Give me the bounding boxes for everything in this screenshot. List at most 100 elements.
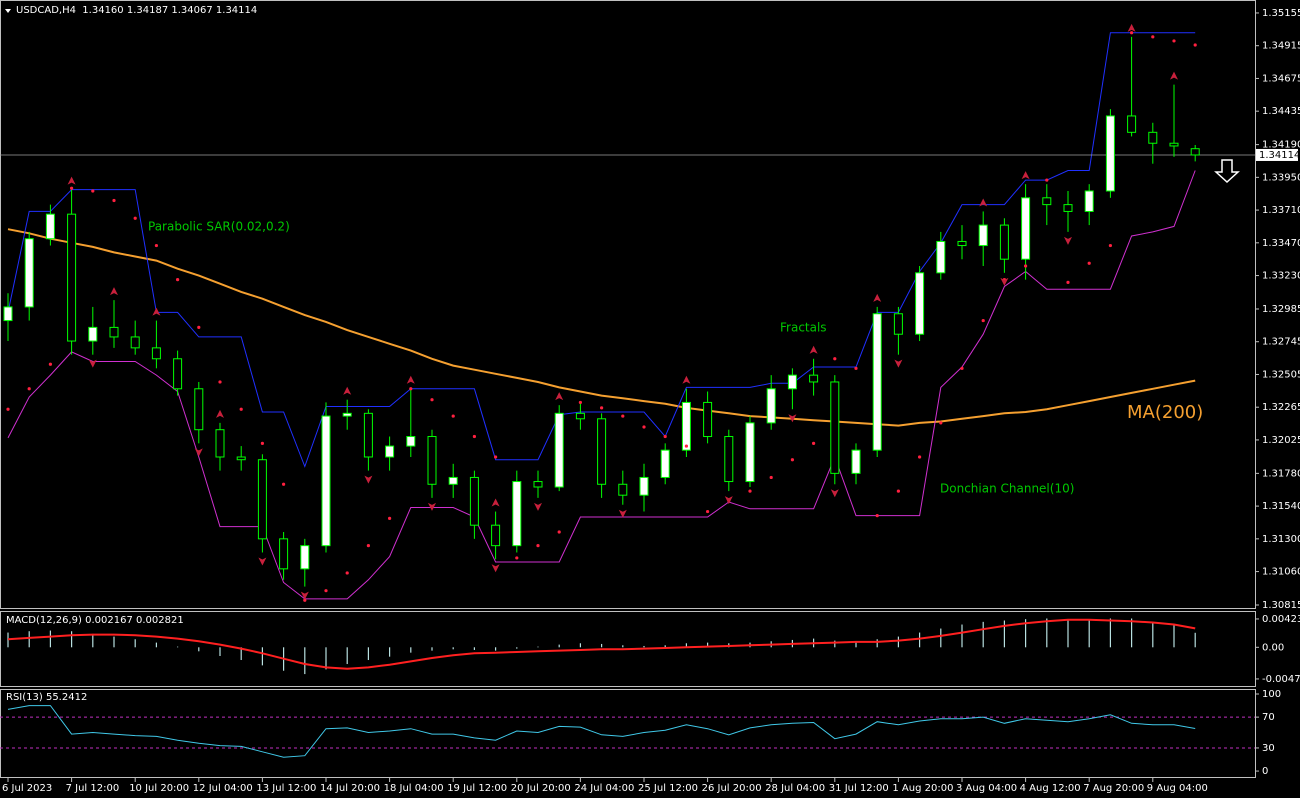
fractal-down [428,502,436,511]
sar-dot [557,530,561,534]
y-tick-label: 1.33950 [1262,172,1300,183]
fractal-down [258,557,267,566]
y-tick-label: 1.33230 [1262,271,1300,282]
y-tick-label: 30 [1262,743,1275,754]
fractal-up [979,198,988,207]
sar-dot [70,186,74,190]
sar-dot [430,398,434,402]
sar-dot [939,421,943,425]
candle-body [1190,148,1200,156]
candle-body [915,272,925,335]
candle-body [24,238,34,308]
candle-body [215,429,225,458]
sar-dot [578,400,583,405]
y-tick-label: 1.31060 [1262,567,1300,578]
sar-dot [854,366,858,370]
x-tick-label: 4 Aug 12:00 [1020,783,1081,794]
menu-icon[interactable] [5,9,11,13]
fractal-down [618,509,627,518]
signal-line [7,618,1196,670]
candle-body [787,374,797,390]
sar-dot [239,407,243,411]
candle-body [1127,115,1137,133]
candle-body [279,538,289,570]
candle-body [67,213,77,342]
sar-dot [133,216,137,220]
sar-dot [918,455,922,459]
rsi-pane [0,689,1256,778]
candle-body [999,224,1009,260]
sell-arrow [1214,159,1240,184]
donchian-upper [7,32,1196,468]
x-tick-label: 10 Jul 20:00 [129,783,189,794]
sar-dot [790,458,795,462]
candle-body [1063,204,1073,212]
fractal-up [491,498,500,507]
candle-body [618,483,628,496]
y-tick-label: -0.004725 [1262,674,1300,685]
x-tick-label: 7 Jul 12:00 [66,783,120,794]
candle-body [427,436,437,485]
fractal-up [110,287,118,296]
ma-label: MA(200) [1127,402,1203,423]
x-tick-label: 3 Aug 04:00 [956,783,1017,794]
candle-body [1105,115,1115,192]
candle-body [109,326,119,338]
y-tick-label: 100 [1262,689,1281,700]
candle-body [300,545,310,570]
macd-pane [0,611,1256,687]
donchian-label: Donchian Channel(10) [940,482,1074,496]
candle-body [45,213,55,240]
candle-body [1169,142,1179,147]
sar-dot [812,441,816,445]
fractal-up [555,392,564,401]
sar-dot [960,366,964,370]
fractal-up [809,345,818,354]
sar-dot [769,475,773,480]
y-tick-label: 1.34435 [1262,106,1300,117]
x-tick-label: 19 Jul 12:00 [447,783,507,794]
candle-body [469,476,479,526]
x-tick-label: 1 Aug 20:00 [892,783,953,794]
sar-dot [494,455,498,459]
fractal-up [682,375,691,384]
fractal-down [1064,236,1072,245]
candle-body [3,306,13,322]
sar-dot [748,489,752,493]
fractal-up [1170,71,1178,80]
candle-body [342,412,352,417]
candle-body [597,418,607,485]
y-tick-label: 1.33710 [1262,205,1300,216]
fractals-label: Fractals [780,321,827,335]
y-tick-label: 1.33470 [1262,238,1300,249]
sar-dot [515,556,519,560]
y-tick-label: 1.32985 [1262,304,1300,315]
sar-dot [218,380,222,384]
y-tick-label: 1.35155 [1262,8,1300,19]
candle-body [681,401,691,451]
candle-body [533,481,543,488]
x-tick-label: 13 Jul 12:00 [256,783,316,794]
candle-body [363,412,373,458]
rsi-title: RSI(13) 55.2412 [6,692,87,703]
y-tick-label: 1.32025 [1262,435,1300,446]
main-pane [0,0,1256,609]
candle-body [724,436,734,483]
x-tick-label: 24 Jul 04:00 [574,783,634,794]
candle-body [872,313,882,451]
sar-dot [345,571,349,575]
chart-title: USDCAD,H4 1.34160 1.34187 1.34067 1.3411… [16,5,257,16]
sar-dot [981,318,985,323]
sar-label: Parabolic SAR(0.02,0.2) [148,220,290,234]
fractal-up [406,375,415,384]
sar-dot [197,325,201,329]
y-tick-label: 1.31780 [1262,468,1300,479]
sar-dot [833,357,837,361]
candle-body [830,381,840,474]
sar-dot [706,509,710,514]
x-tick-label: 6 Jul 2023 [2,783,52,794]
x-tick-label: 9 Aug 04:00 [1147,783,1208,794]
last-price-box [1256,148,1298,161]
